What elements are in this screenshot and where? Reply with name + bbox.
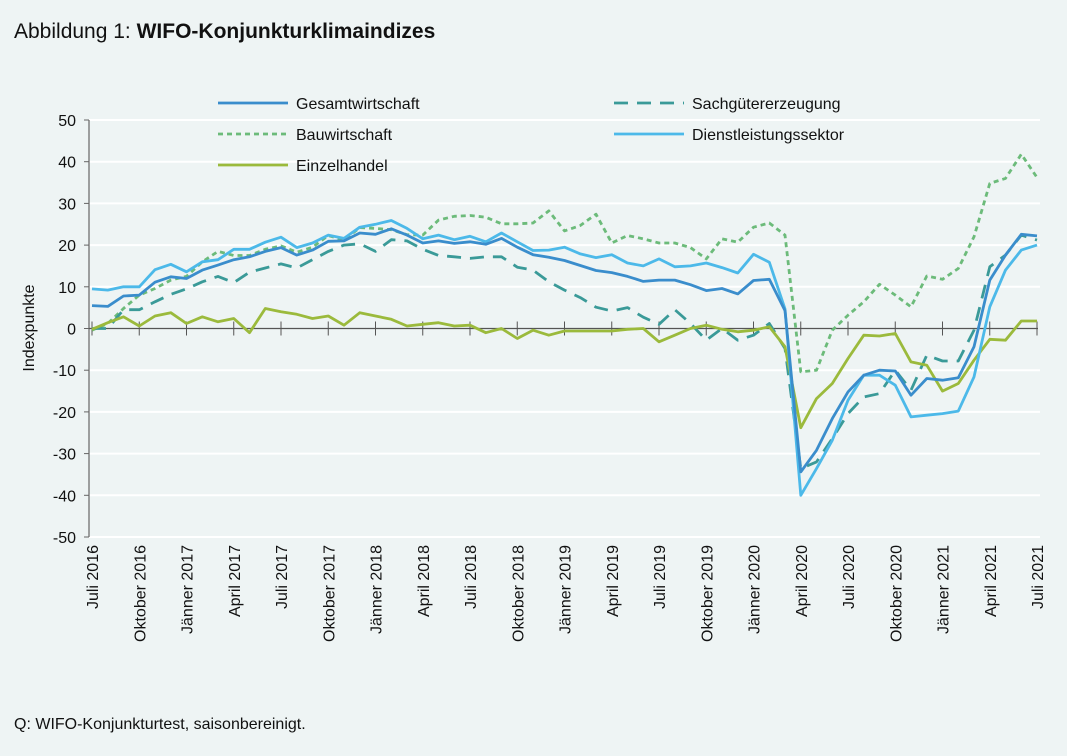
x-tick-label: Juli 2020 [841,545,858,609]
x-tick-label: April 2020 [794,545,811,617]
y-tick-label: -50 [53,530,76,547]
legend-label: Dienstleistungssektor [692,127,845,144]
legend-label: Sachgütererzeugung [692,96,841,113]
legend-label: Bauwirtschaft [296,127,393,144]
series-line-einzelhandel [91,307,1037,430]
y-tick-label: 20 [58,238,76,255]
figure-title-main: WIFO-Konjunkturklimaindizes [136,20,436,43]
legend-label: Einzelhandel [296,158,388,175]
x-tick-label: Jänner 2021 [936,545,953,634]
x-tick-label: Oktober 2018 [510,545,527,642]
y-tick-label: 40 [58,155,76,172]
legend-item: Bauwirtschaft [218,127,393,144]
figure-title-prefix: Abbildung 1: [14,20,131,43]
x-tick-label: Juli 2017 [274,545,291,609]
series-line-bauwirtschaft [91,152,1039,374]
x-tick-label: Juli 2018 [463,545,480,609]
y-axis-label: Indexpunkte [21,284,38,371]
legend: Gesamtwirtschaft Sachgütererzeugung Bauwir… [218,96,845,175]
x-tick-label: Juli 2016 [85,545,102,609]
x-tick-label: Jänner 2017 [180,545,197,634]
x-tick-label: Oktober 2017 [321,545,338,642]
axes: 50 40 30 20 10 0 -10 -20 -30 -40 -50 Juli 2016 Oktob… [53,113,1047,642]
x-tick-label: Jänner 2020 [747,545,764,634]
source-note: Q: WIFO-Konjunkturtest, saisonbereinigt. [14,716,306,733]
legend-item: Einzelhandel [218,158,388,175]
x-tick-label: April 2021 [983,545,1000,617]
gridlines [89,119,1040,538]
x-tick-label: April 2019 [605,545,622,617]
x-tick-label: Juli 2021 [1030,545,1047,609]
y-tick-label: -20 [53,405,76,422]
y-tick-label: -10 [53,363,76,380]
series-line-sachgütererzeugung [92,233,1038,471]
series-line-dienstleistungssektor [91,219,1038,497]
series-lines [91,152,1039,497]
legend-item: Sachgütererzeugung [614,96,841,113]
y-tick-label: 0 [67,322,76,339]
x-tick-label: Oktober 2016 [132,545,149,642]
x-tick-label: Juli 2019 [652,545,669,609]
x-tick-label: Jänner 2019 [558,545,575,634]
y-tick-label: 50 [58,113,76,130]
figure-title: Abbildung 1: WIFO-Konjunkturklimaindizes [14,20,435,44]
x-tick-label: Oktober 2020 [888,545,905,642]
x-tick-label: April 2017 [227,545,244,617]
x-tick-label: Oktober 2019 [699,545,716,642]
y-tick-label: -30 [53,447,76,464]
x-tick-label: Jänner 2018 [369,545,386,634]
legend-item: Dienstleistungssektor [614,127,845,144]
y-tick-label: 10 [58,280,76,297]
legend-item: Gesamtwirtschaft [218,96,420,113]
y-tick-label: -40 [53,488,76,505]
legend-label: Gesamtwirtschaft [296,96,420,113]
series-line-gesamtwirtschaft [91,227,1038,474]
x-tick-label: April 2018 [416,545,433,617]
y-tick-label: 30 [58,196,76,213]
